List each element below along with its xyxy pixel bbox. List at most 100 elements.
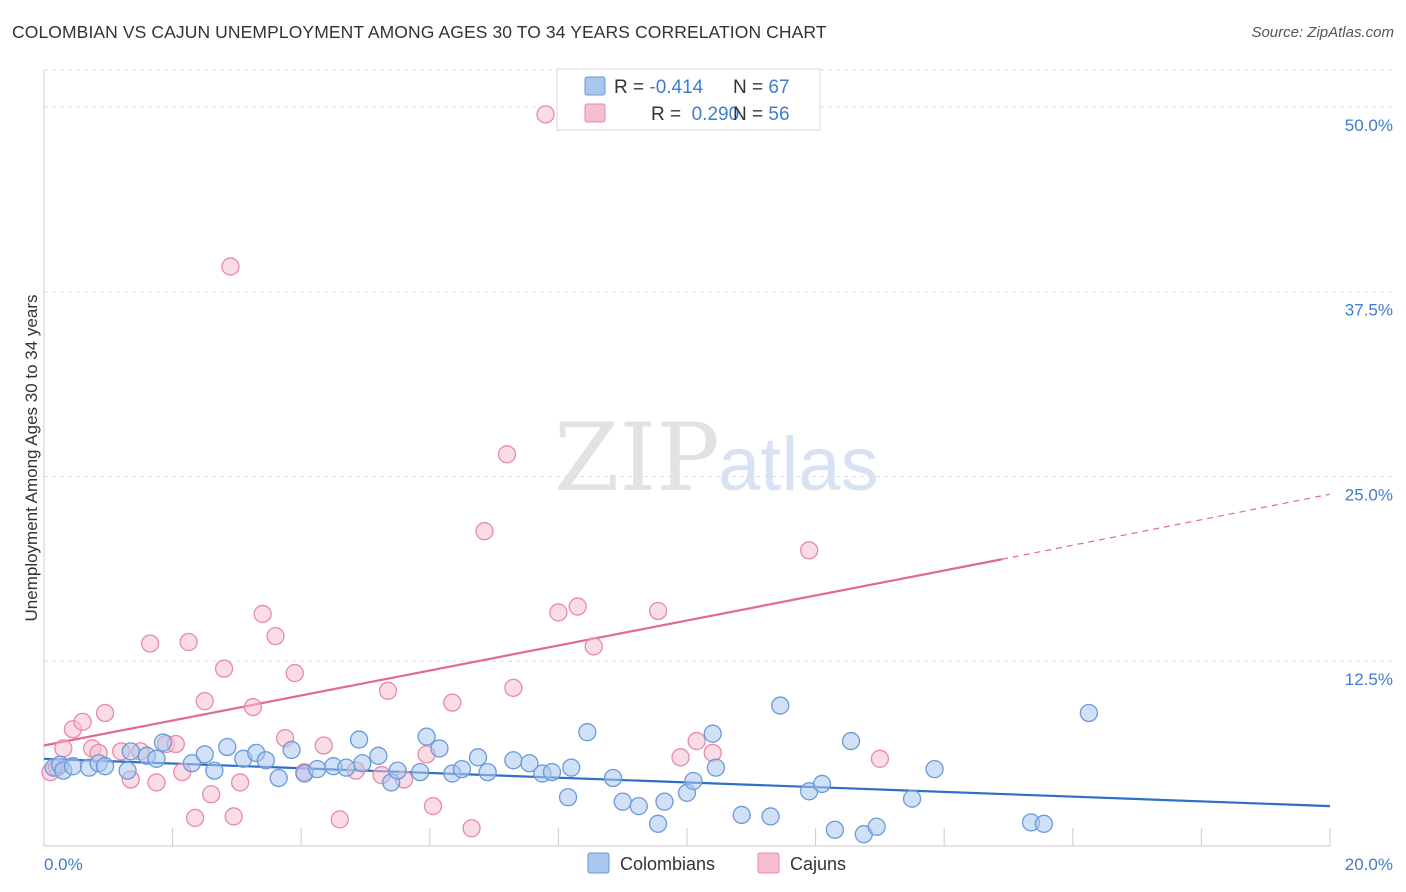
point-colombians (562, 758, 581, 777)
legend-row-colombians: R = -0.414 N = 67 (614, 77, 790, 98)
point-cajuns (504, 678, 523, 697)
point-colombians (1079, 703, 1099, 723)
point-cajuns (243, 697, 263, 717)
point-colombians (353, 754, 372, 773)
point-colombians (430, 739, 449, 758)
y-tick-label: 50.0% (1345, 116, 1393, 135)
point-cajuns (671, 748, 690, 767)
point-colombians (603, 768, 623, 788)
y-tick-label: 25.0% (1345, 485, 1393, 504)
legend-r-label: R = (614, 77, 649, 98)
point-colombians (703, 724, 722, 743)
point-colombians (269, 768, 288, 788)
point-cajuns (214, 659, 234, 678)
point-colombians (337, 758, 356, 777)
point-colombians (388, 761, 407, 780)
point-cajuns (443, 693, 462, 712)
legend-r-value: 0.290 (686, 104, 739, 125)
point-colombians (205, 761, 224, 780)
point-colombians (732, 805, 751, 825)
point-cajuns (179, 632, 198, 652)
legend-item-cajuns: Cajuns (790, 854, 846, 874)
point-colombians (655, 792, 674, 811)
y-axis-label: Unemployment Among Ages 30 to 34 years (22, 295, 41, 622)
point-colombians (706, 758, 726, 777)
source-label: Source: ZipAtlas.com (1251, 24, 1394, 41)
point-colombians (925, 759, 944, 779)
legend-row-cajuns: R = 0.290N = 56 (614, 104, 816, 125)
point-colombians (182, 754, 202, 773)
point-cajuns (497, 445, 517, 464)
point-cajuns (95, 703, 115, 723)
point-cajuns (221, 257, 240, 276)
point-colombians (121, 742, 140, 761)
point-colombians (147, 749, 166, 768)
x-ticks (172, 828, 1331, 846)
chart-title: COLOMBIAN VS CAJUN UNEMPLOYMENT AMONG AG… (12, 22, 827, 42)
series-legend: Colombians Cajuns (587, 852, 846, 874)
point-cajuns (687, 731, 706, 751)
point-cajuns (648, 601, 668, 621)
point-colombians (468, 748, 488, 767)
trend-line-cajuns (43, 558, 1003, 747)
point-colombians (417, 727, 436, 746)
point-cajuns (378, 681, 398, 700)
x-tick-label-max: 20.0% (1345, 855, 1393, 874)
point-colombians (542, 762, 562, 782)
legend-n-label: N = (733, 77, 768, 98)
point-colombians (153, 733, 173, 752)
point-cajuns (202, 785, 221, 804)
point-colombians (118, 761, 137, 780)
point-cajuns (314, 736, 333, 755)
point-colombians (1034, 814, 1054, 833)
point-colombians (841, 731, 861, 751)
point-cajuns (266, 626, 285, 646)
point-colombians (218, 737, 237, 757)
legend-swatch-colombians (584, 76, 606, 96)
legend-n-label: N = (733, 104, 768, 125)
point-colombians (195, 745, 214, 764)
watermark-zip: ZIP (554, 404, 720, 513)
stats-legend: R = -0.414 N = 67 R = 0.290N = 56 (556, 68, 821, 131)
legend-r-label: R = (651, 104, 686, 125)
point-colombians (411, 762, 430, 782)
point-colombians (256, 751, 275, 770)
point-colombians (308, 759, 327, 779)
y-tick-label: 37.5% (1345, 301, 1393, 320)
point-colombians (629, 796, 648, 816)
point-colombians (771, 696, 790, 715)
point-colombians (684, 771, 703, 791)
point-cajuns (870, 749, 890, 768)
point-colombians (613, 792, 632, 811)
point-cajuns (584, 637, 603, 656)
trend-line-cajuns-extension (1001, 493, 1331, 560)
point-colombians (761, 807, 780, 826)
legend-r-value: -0.414 (649, 77, 703, 98)
point-cajuns (330, 810, 349, 829)
point-colombians (478, 762, 497, 782)
point-colombians (282, 740, 301, 760)
y-tick-labels: 12.5% 25.0% 37.5% 50.0% (1345, 116, 1393, 689)
point-cajuns (462, 819, 481, 838)
legend-n-value: 56 (768, 104, 789, 125)
grid (44, 69, 1393, 662)
point-cajuns (549, 603, 568, 622)
point-cajuns (195, 691, 214, 711)
watermark-atlas: atlas (718, 422, 879, 507)
data-points (41, 105, 1099, 844)
point-colombians (95, 757, 115, 776)
point-cajuns (800, 541, 819, 560)
legend-item-colombians-swatch (587, 852, 610, 874)
point-cajuns (147, 773, 166, 792)
point-colombians (452, 759, 472, 779)
point-cajuns (568, 597, 587, 616)
legend-swatch-cajuns (584, 103, 606, 123)
legend-item-cajuns-swatch (757, 852, 780, 874)
point-cajuns (230, 773, 250, 792)
point-colombians (558, 788, 578, 807)
legend-n-value: 67 (768, 77, 789, 98)
point-cajuns (253, 604, 272, 624)
point-cajuns (285, 663, 304, 683)
point-cajuns (536, 105, 555, 124)
